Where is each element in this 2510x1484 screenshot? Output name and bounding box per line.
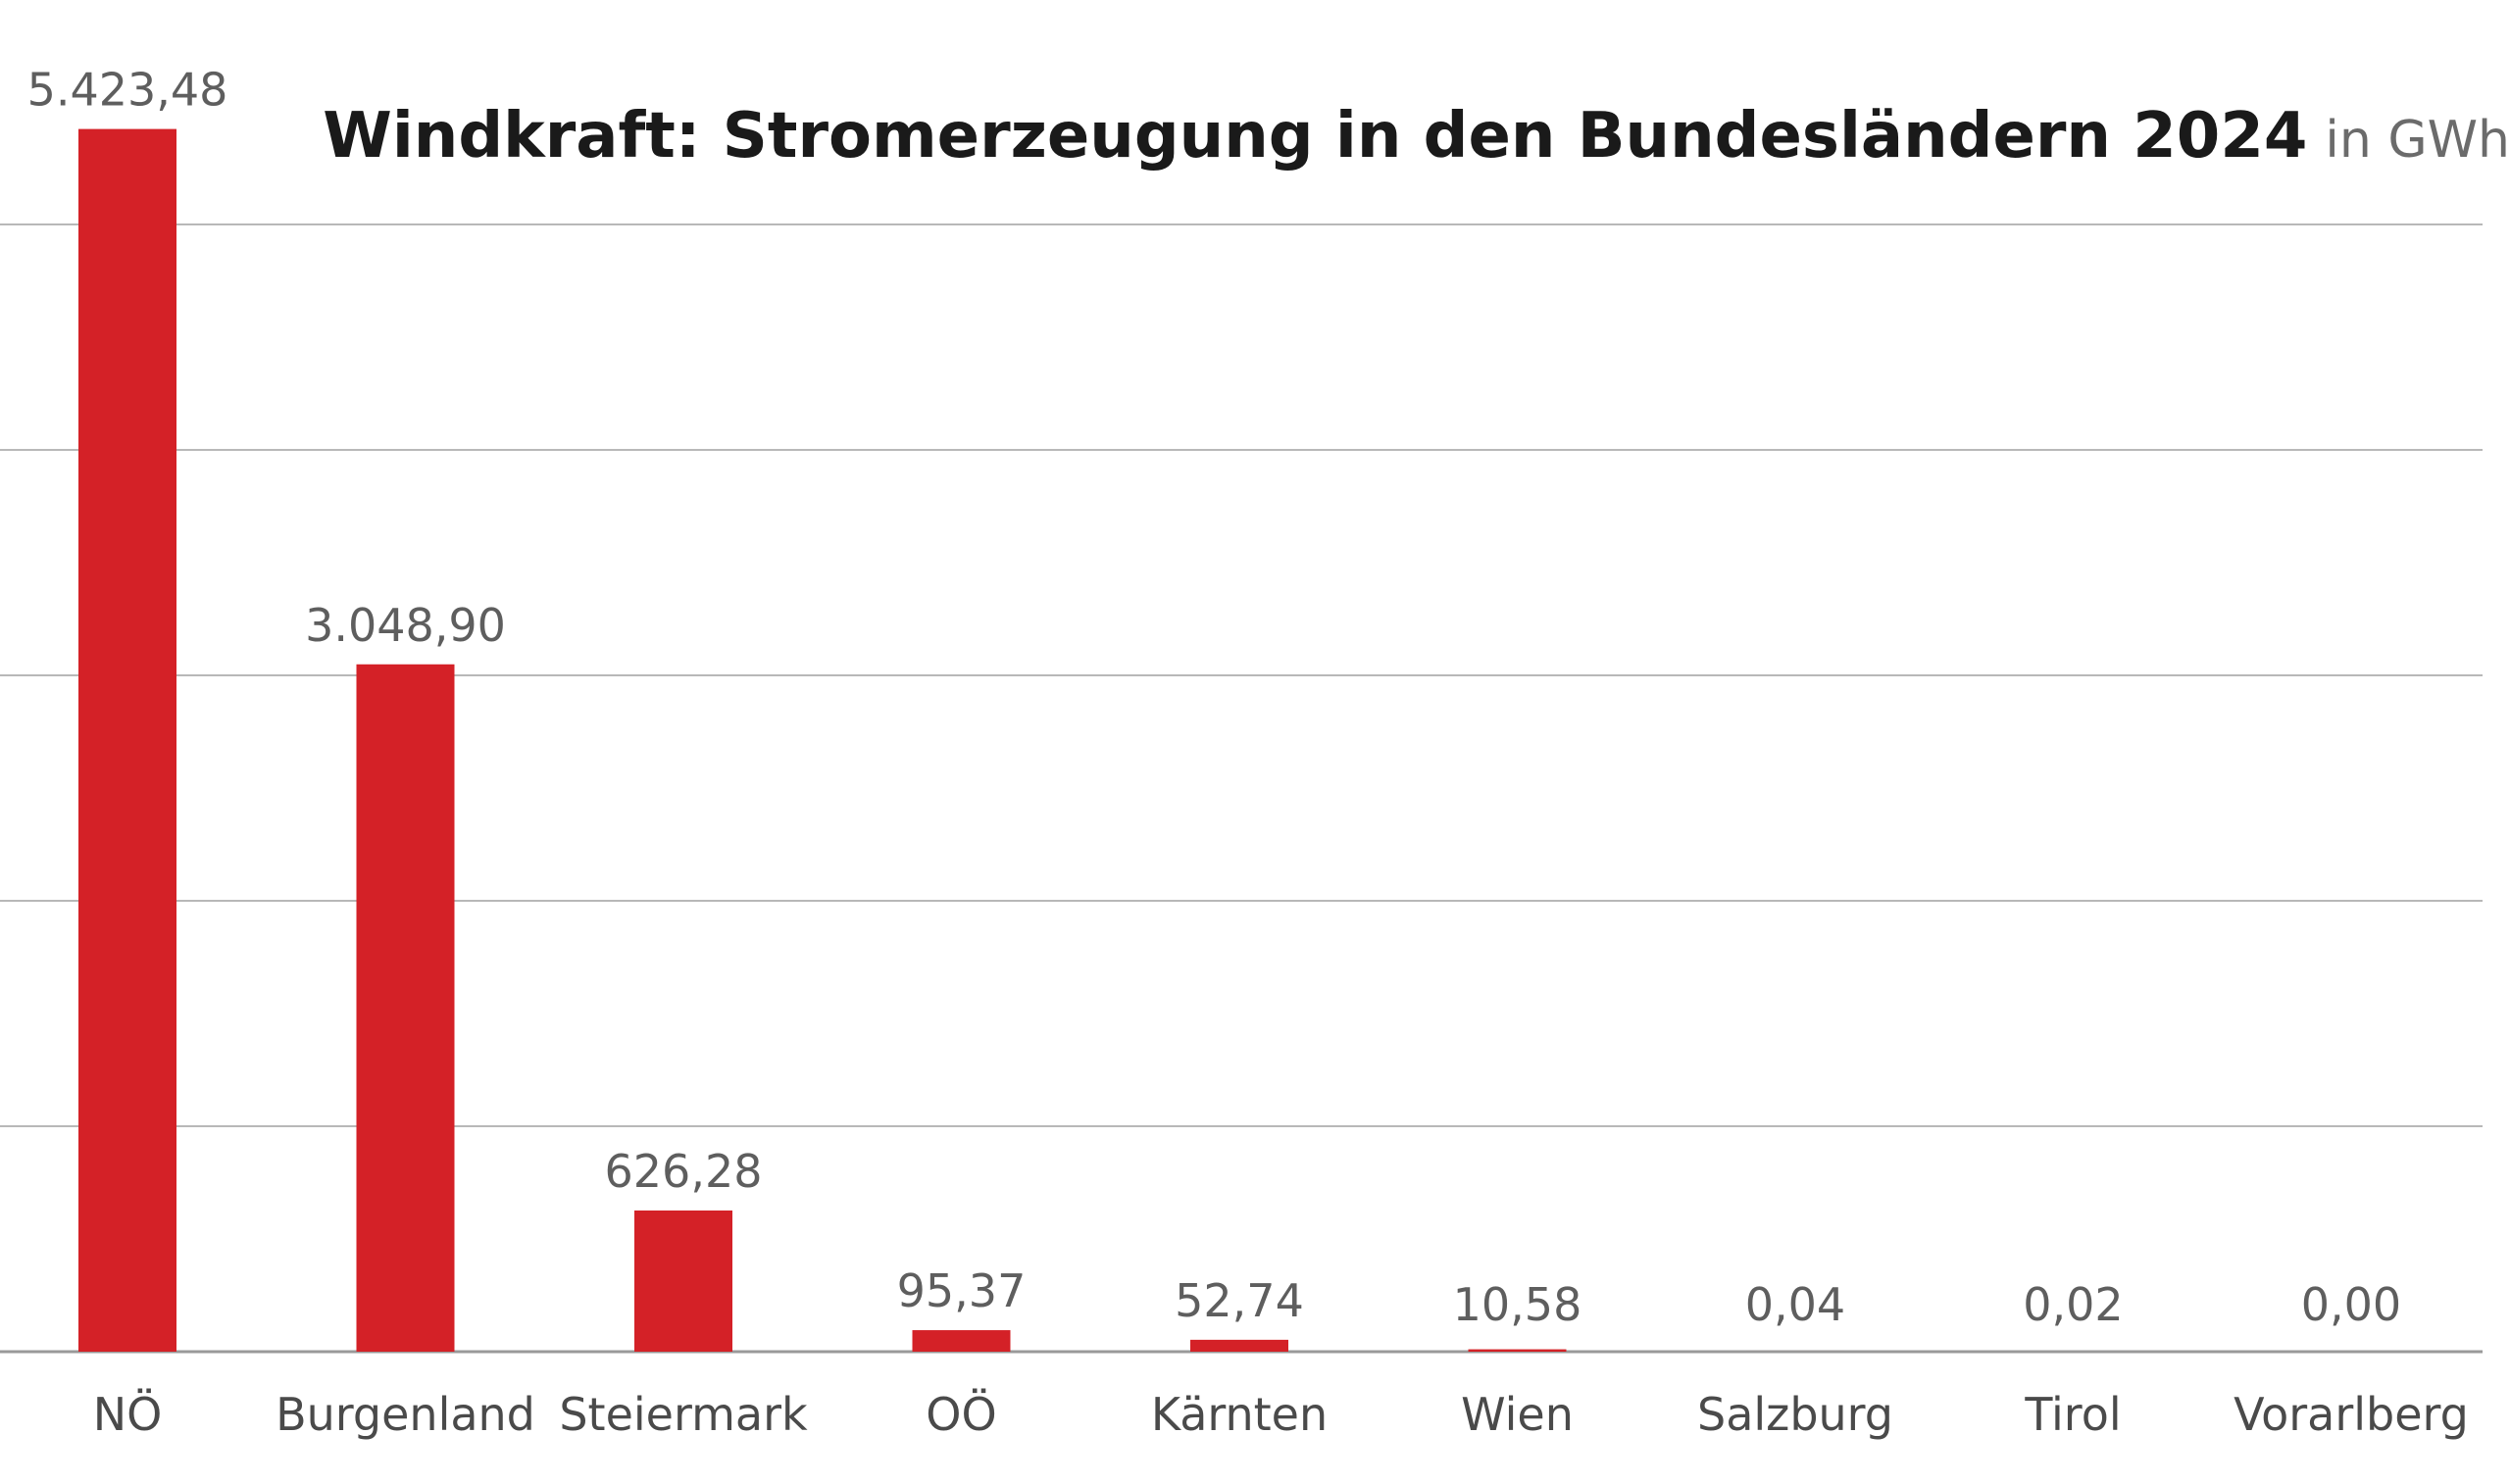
category-tick-labels: NÖ Burgenland Steiermark OÖ Kärnten Wien Salzb… xyxy=(93,1388,2469,1441)
tick-label-5: Wien xyxy=(1461,1388,1574,1441)
bar-0 xyxy=(78,128,176,1352)
value-label-5: 10,58 xyxy=(1453,1278,1582,1331)
bar-4 xyxy=(1190,1339,1288,1352)
tick-label-4: Kärnten xyxy=(1151,1388,1328,1441)
value-label-0: 5.423,48 xyxy=(27,64,228,117)
value-label-7: 0,02 xyxy=(2023,1278,2123,1331)
tick-label-6: Salzburg xyxy=(1697,1388,1893,1441)
tick-label-3: OÖ xyxy=(926,1388,996,1441)
tick-label-0: NÖ xyxy=(93,1388,163,1441)
chart-title-main: Windkraft: Stromerzeugung in den Bundesl… xyxy=(323,100,2307,173)
value-label-1: 3.048,90 xyxy=(305,599,506,652)
bar-3 xyxy=(912,1330,1011,1352)
tick-label-1: Burgenland xyxy=(276,1388,535,1441)
value-label-3: 95,37 xyxy=(897,1264,1027,1317)
tick-label-7: Tirol xyxy=(2024,1388,2121,1441)
value-label-2: 626,28 xyxy=(605,1145,763,1198)
value-label-4: 52,74 xyxy=(1175,1274,1304,1327)
value-label-8: 0,00 xyxy=(2301,1278,2401,1331)
bar-1 xyxy=(356,664,455,1352)
tick-label-8: Vorarlberg xyxy=(2234,1388,2469,1441)
value-labels: 5.423,48 3.048,90 626,28 95,37 52,74 10,58 0,0… xyxy=(27,64,2402,1331)
chart-title: Windkraft: Stromerzeugung in den Bundesl… xyxy=(323,100,2510,173)
bar-2 xyxy=(634,1210,732,1352)
bar-5 xyxy=(1468,1349,1567,1352)
value-label-6: 0,04 xyxy=(1745,1278,1845,1331)
tick-label-2: Steiermark xyxy=(559,1388,808,1441)
chart-unit: in GWh xyxy=(2325,111,2510,170)
bars xyxy=(78,128,2123,1352)
